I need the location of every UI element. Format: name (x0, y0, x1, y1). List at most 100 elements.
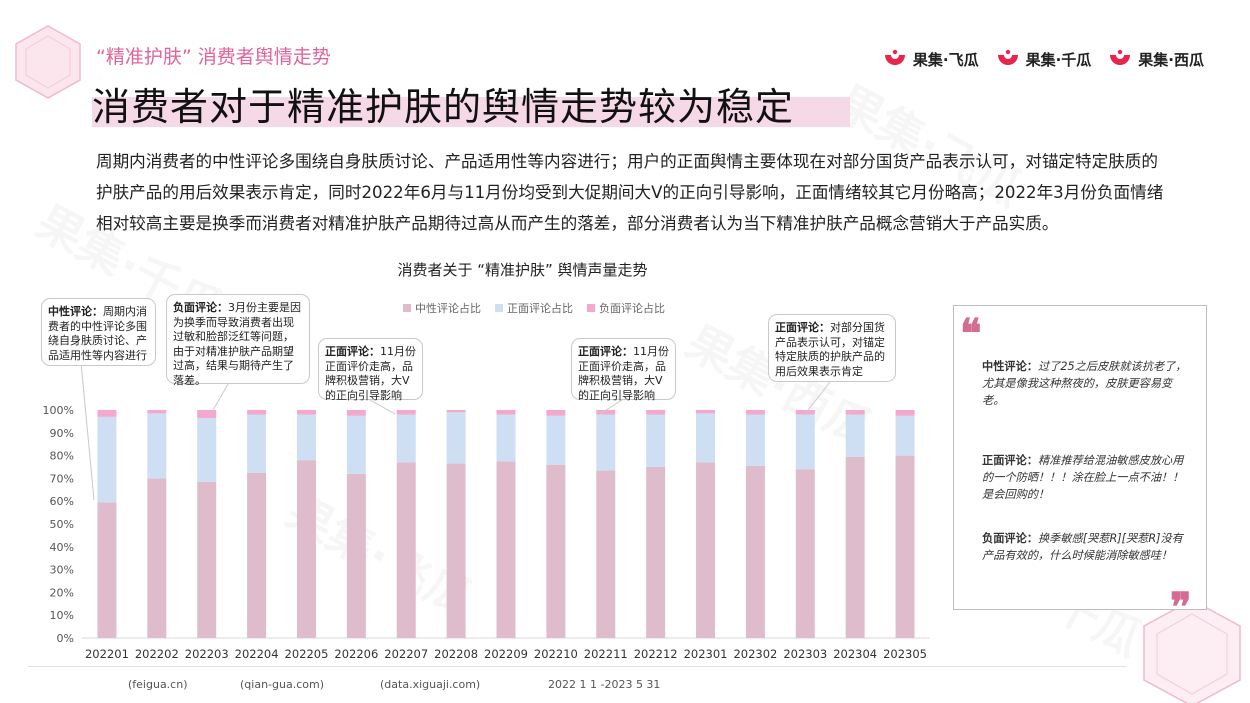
bar-segment-negative (197, 410, 217, 418)
bar-segment-neutral (197, 481, 217, 638)
bar-segment-positive (895, 415, 915, 456)
callout-label: 正面评论： (325, 345, 380, 358)
sample-text: 过了25之后皮肤就该抗老了，尤其是像我这种熬夜的，皮肤更容易变老。 (982, 360, 1187, 407)
y-tick-label: 100% (43, 404, 74, 417)
legend-swatch (403, 304, 411, 312)
y-tick-label: 60% (50, 495, 74, 508)
x-tick-label: 202204 (235, 647, 279, 661)
x-tick-label: 202207 (384, 647, 428, 661)
bar-segment-positive (696, 413, 716, 463)
callout-connector (599, 399, 623, 415)
bar-segment-neutral (596, 470, 616, 638)
bar-segment-positive (596, 414, 616, 471)
open-quote-icon: ❝ (960, 310, 982, 357)
logo-label: 果集·西瓜 (1138, 50, 1204, 69)
footer-source: (feigua.cn) (128, 678, 188, 691)
sample-text: 换季敏感[哭惹R][哭惹R]没有产品有效的，什么时候能消除敏感哇！ (982, 532, 1183, 562)
bar-segment-negative (646, 410, 666, 415)
legend-label: 中性评论占比 (415, 302, 481, 315)
x-tick-label: 202201 (85, 647, 129, 661)
page-title: 消费者对于精准护肤的舆情走势较为稳定 (92, 85, 795, 129)
y-tick-label: 80% (50, 450, 74, 463)
guoji-logo-icon (997, 49, 1018, 65)
x-tick-label: 202305 (883, 647, 927, 661)
callout-text: 3月份主要是因为换季而导致消费者出现过敏和脸部泛红等问题，由于对精准护肤产品期望… (173, 301, 301, 387)
sample-neutral: 中性评论：过了25之后皮肤就该抗老了，尤其是像我这种熬夜的，皮肤更容易变老。 (982, 358, 1190, 409)
y-tick-label: 40% (50, 541, 74, 554)
chart-legend: 中性评论占比 正面评论占比 负面评论占比 (403, 300, 665, 316)
bar-segment-neutral (346, 473, 366, 638)
legend-item-positive: 正面评论占比 (495, 300, 573, 316)
callout-label: 中性评论： (48, 305, 103, 318)
bar-segment-neutral (247, 472, 267, 638)
y-tick-label: 10% (50, 609, 74, 622)
callout-connector (804, 381, 831, 415)
sample-label: 负面评论： (982, 532, 1038, 545)
title-highlight (92, 97, 850, 127)
description-paragraph: 周期内消费者的中性评论多围绕自身肤质讨论、产品适用性等内容进行；用户的正面舆情主… (96, 152, 1164, 233)
bar-segment-negative (895, 410, 915, 416)
bar-segment-neutral (147, 478, 167, 638)
y-tick-label: 90% (50, 427, 74, 440)
hexagon-decoration (1143, 599, 1241, 703)
legend-label: 负面评论占比 (599, 302, 665, 315)
callout-positive-comment: 正面评论：11月份正面评价走高，品牌积极营销，大V的正向引导影响 (318, 338, 423, 402)
callout-text: 11月份正面评价走高，品牌积极营销，大V的正向引导影响 (578, 345, 669, 402)
bar-segment-negative (596, 410, 616, 415)
sample-label: 正面评论： (982, 454, 1038, 467)
bar-segment-negative (346, 410, 366, 416)
bar-segment-negative (496, 410, 516, 415)
brand-logos: 果集·飞瓜 果集·千瓜 果集·西瓜 (882, 46, 1204, 72)
bar-segment-positive (496, 414, 516, 462)
bar-segment-negative (745, 410, 765, 415)
callout-connector (211, 383, 229, 413)
callout-connector (369, 399, 396, 415)
bar-segment-neutral (496, 461, 516, 638)
callout-negative-comment: 负面评论：3月份主要是因为换季而导致消费者出现过敏和脸部泛红等问题，由于对精准护… (166, 294, 310, 387)
callout-connector (79, 351, 95, 501)
section-subtitle: “精准护肤” 消费者舆情走势 (96, 46, 331, 68)
comment-samples-panel: ❝ 中性评论：过了25之后皮肤就该抗老了，尤其是像我这种熬夜的，皮肤更容易变老。… (953, 305, 1207, 628)
bar-segment-negative (247, 410, 267, 415)
bar-segment-positive (197, 417, 217, 482)
callout-positive-comment: 正面评论：11月份正面评价走高，品牌积极营销，大V的正向引导影响 (571, 338, 676, 402)
bar-segment-positive (546, 415, 566, 465)
x-tick-label: 202206 (334, 647, 378, 661)
bar-segment-positive (845, 414, 865, 457)
legend-item-neutral: 中性评论占比 (403, 300, 481, 316)
close-quote-icon: ❞ (1170, 584, 1192, 631)
sample-label: 中性评论： (982, 360, 1038, 373)
legend-swatch (587, 304, 595, 312)
bar-segment-neutral (296, 460, 316, 638)
x-tick-label: 202208 (434, 647, 478, 661)
bar-segment-neutral (745, 465, 765, 638)
bar-segment-positive (396, 414, 416, 463)
sample-text: 精准推荐给混油敏感皮放心用的一个防晒！！！涂在脸上一点不油！！是会回购的！ (982, 454, 1184, 501)
y-tick-label: 70% (50, 472, 74, 485)
x-tick-label: 202202 (135, 647, 179, 661)
callout-label: 负面评论： (173, 301, 228, 314)
x-tick-label: 202303 (783, 647, 827, 661)
bar-segment-neutral (546, 464, 566, 638)
bar-segment-neutral (845, 456, 865, 638)
bar-segment-neutral (696, 462, 716, 638)
bar-segment-negative (845, 410, 865, 415)
footer-divider (28, 666, 1126, 667)
footer-source: (data.xiguaji.com) (380, 678, 481, 691)
bar-segment-negative (546, 410, 566, 416)
bar-segment-negative (696, 410, 716, 414)
guoji-logo-icon (1110, 49, 1131, 65)
legend-label: 正面评论占比 (507, 302, 573, 315)
bar-segment-positive (745, 414, 765, 466)
logo-label: 果集·千瓜 (1025, 50, 1092, 69)
bar-segment-negative (396, 410, 416, 415)
x-tick-label: 202205 (285, 647, 329, 661)
footer-source: (qian-gua.com) (240, 678, 324, 691)
bar-segment-neutral (795, 469, 815, 638)
y-tick-label: 20% (50, 586, 74, 599)
bar-segment-negative (446, 410, 466, 413)
bar-segment-positive (646, 414, 666, 467)
callout-text: 11月份正面评价走高，品牌积极营销，大V的正向引导影响 (325, 345, 416, 402)
callout-text: 对部分国货产品表示认可，对锚定特定肤质的护肤产品的用后效果表示肯定 (775, 321, 885, 378)
x-tick-label: 202304 (833, 647, 877, 661)
